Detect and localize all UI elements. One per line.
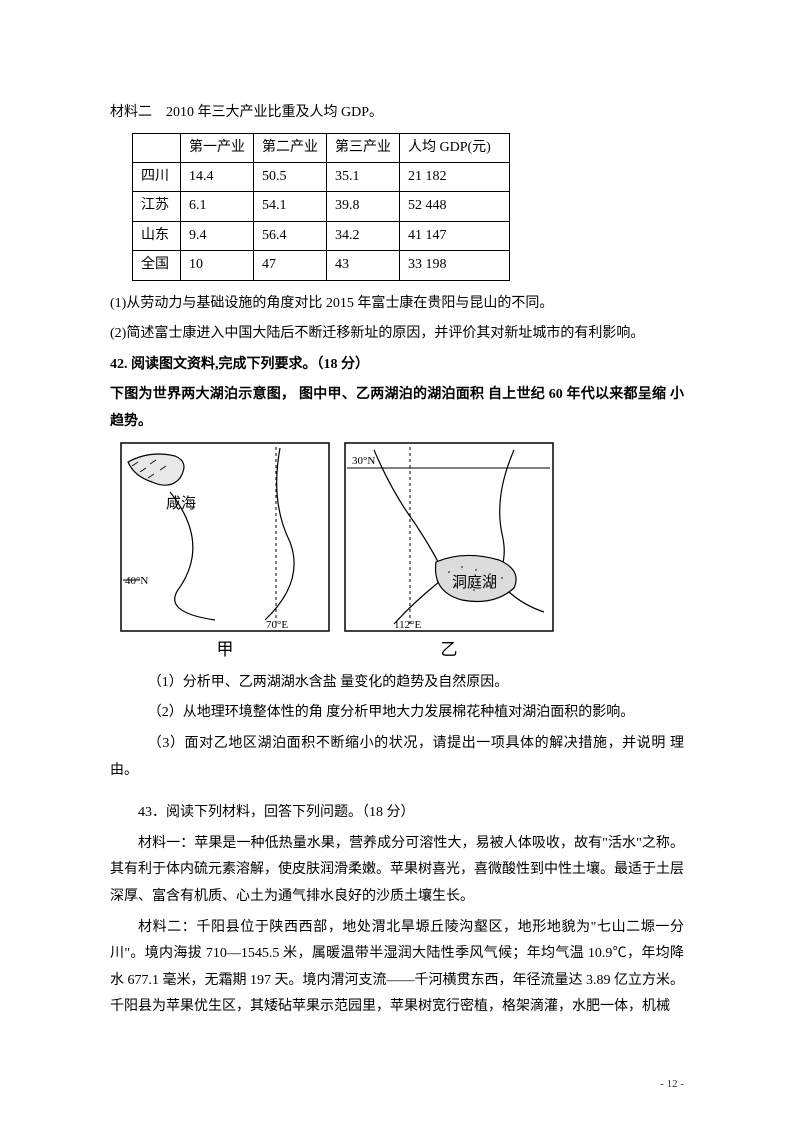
map-a-svg: 咸海 40°N 70°E [120,442,330,632]
table-row: 江苏 6.1 54.1 39.8 52 448 [133,192,510,221]
th-tertiary: 第三产业 [327,133,400,162]
th-primary: 第一产业 [181,133,254,162]
map-a-lat-label: 40°N [125,575,148,587]
q42-title: 42. 阅读图文资料,完成下列要求。（18 分） [110,352,684,379]
table-row: 四川 14.4 50.5 35.1 21 182 [133,162,510,191]
table-row: 全国 10 47 43 33 198 [133,251,510,280]
th-empty [133,133,181,162]
maps-container: 咸海 40°N 70°E 甲 30°N 112°E [120,442,684,666]
th-gdp: 人均 GDP(元) [400,133,510,162]
table-row: 山东 9.4 56.4 34.2 41 147 [133,221,510,250]
question-1: (1)从劳动力与基础设施的角度对比 2015 年富士康在贵阳与昆山的不同。 [110,291,684,318]
q42-sub3: （3）面对乙地区湖泊面积不断缩小的状况，请提出一项具体的解决措施，并说明 理由。 [110,731,684,784]
q43-material2: 材料二：千阳县位于陕西西部，地处渭北旱塬丘陵沟壑区，地形地貌为"七山二塬一分川"… [110,915,684,1021]
map-b-svg: 30°N 112°E 洞庭湖 [344,442,554,632]
q43-title: 43．阅读下列材料，回答下列问题。（18 分） [110,800,684,827]
map-b-lon-label: 112°E [394,619,421,631]
map-b-box: 30°N 112°E 洞庭湖 乙 [344,442,554,666]
map-b-lat-label: 30°N [352,455,375,467]
map-a-box: 咸海 40°N 70°E 甲 [120,442,330,666]
map-b-label: 乙 [441,634,458,666]
q43-material1: 材料一：苹果是一种低热量水果，营养成分可溶性大，易被人体吸收，故有"活水"之称。… [110,831,684,911]
q42-sub1: （1）分析甲、乙两湖湖水含盐 量变化的趋势及自然原因。 [110,670,684,697]
table-header-row: 第一产业 第二产业 第三产业 人均 GDP(元) [133,133,510,162]
map-a-sea-label: 咸海 [166,495,196,512]
q42-sub2: （2）从地理环境整体性的角 度分析甲地大力发展棉花种植对湖泊面积的影响。 [110,700,684,727]
page-number: - 12 - [660,1074,684,1095]
q42-desc: 下图为世界两大湖泊示意图， 图中甲、乙两湖泊的湖泊面积 自上世纪 60 年代以来… [110,382,684,435]
industry-gdp-table: 第一产业 第二产业 第三产业 人均 GDP(元) 四川 14.4 50.5 35… [132,133,510,281]
question-2: (2)简述富士康进入中国大陆后不断迁移新址的原因，并评价其对新址城市的有利影响。 [110,321,684,348]
map-b-lake-label: 洞庭湖 [452,574,497,591]
map-a-lon-label: 70°E [266,619,288,631]
material2-title: 材料二 2010 年三大产业比重及人均 GDP。 [110,100,684,127]
th-secondary: 第二产业 [254,133,327,162]
map-a-label: 甲 [217,634,234,666]
